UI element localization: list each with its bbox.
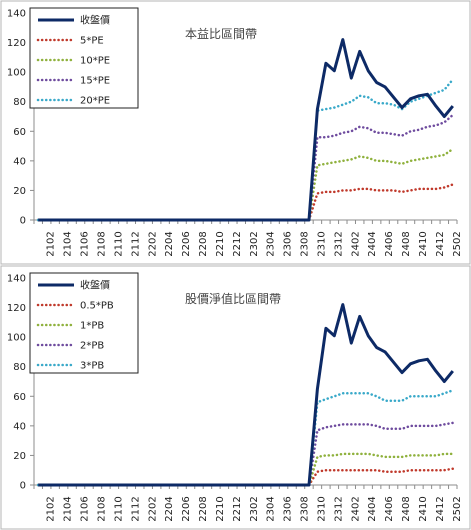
x-tick-label: 2206	[181, 496, 192, 521]
chart-frame	[0, 265, 471, 530]
legend-label: 2*PB	[80, 341, 104, 352]
x-tick-label: 2502	[452, 496, 463, 521]
x-tick-label: 2412	[435, 496, 446, 521]
x-tick-label: 2302	[249, 496, 260, 521]
legend-box	[29, 7, 139, 109]
y-tick-label: 100	[7, 68, 26, 79]
pe-band-chart: 本益比區間帶 0 20 40 60 80 100 120 140 2102 2104 2106 2108…	[0, 0, 471, 265]
x-tick-label: 2304	[266, 496, 277, 521]
y-tick-label: 80	[13, 362, 26, 373]
y-tick-label: 120	[7, 303, 26, 314]
x-tick-label: 2404	[367, 231, 378, 256]
series-line-2	[36, 147, 455, 222]
x-tick-label: 2410	[418, 231, 429, 256]
legend-label: 收盤價	[80, 279, 110, 292]
x-tick-label: 2112	[130, 231, 141, 256]
x-tick-label: 2310	[316, 231, 327, 256]
legend-label: 20*PE	[80, 96, 110, 107]
x-tick-label: 2108	[96, 231, 107, 256]
y-tick-label: 100	[7, 333, 26, 344]
x-tick-label: 2402	[350, 496, 361, 521]
x-tick-label: 2302	[249, 231, 260, 256]
x-tick-label: 2308	[300, 496, 311, 521]
x-tick-label: 2210	[215, 496, 226, 521]
x-tick-label: 2404	[367, 496, 378, 521]
chart-title: 本益比區間帶	[185, 27, 257, 41]
x-tick-label: 2406	[384, 231, 395, 256]
y-tick-label: 140	[7, 9, 26, 20]
legend-label: 5*PE	[80, 36, 104, 47]
x-tick-label: 2104	[63, 231, 74, 256]
legend-label: 0.5*PB	[80, 301, 114, 312]
series-line-1	[36, 467, 455, 487]
y-tick-label: 40	[13, 156, 26, 167]
y-tick-label: 20	[13, 451, 26, 462]
legend-label: 收盤價	[80, 14, 110, 27]
series-line-3	[36, 113, 455, 222]
y-tick-label: 60	[13, 392, 26, 403]
series-line-0	[38, 303, 454, 487]
x-tick-label: 2212	[232, 496, 243, 521]
x-tick-label: 2306	[283, 496, 294, 521]
x-tick-label: 2204	[164, 231, 175, 256]
y-tick-label: 0	[20, 481, 26, 492]
series-line-1	[36, 183, 455, 222]
legend-label: 15*PE	[80, 76, 110, 87]
legend-label: 3*PB	[80, 361, 104, 372]
x-tick-label: 2206	[181, 231, 192, 256]
x-tick-label: 2202	[147, 496, 158, 521]
pb-band-chart: 股價淨值比區間帶 0 20 40 60 80 100 120 140 2102 2104 2106 21…	[0, 265, 471, 530]
x-tick-label: 2110	[113, 231, 124, 256]
y-tick-label: 20	[13, 186, 26, 197]
series-line-0	[38, 38, 454, 222]
x-tick-label: 2108	[96, 496, 107, 521]
legend-label: 10*PE	[80, 56, 110, 67]
x-tick-label: 2308	[300, 231, 311, 256]
y-tick-label: 140	[7, 274, 26, 285]
pe-band-chart-svg: 本益比區間帶 0 20 40 60 80 100 120 140 2102 2104 2106 2108…	[0, 0, 471, 265]
x-tick-label: 2502	[452, 231, 463, 256]
legend-box	[29, 272, 139, 374]
y-tick-label: 60	[13, 127, 26, 138]
x-tick-label: 2412	[435, 231, 446, 256]
x-tick-label: 2406	[384, 496, 395, 521]
pb-band-chart-svg: 股價淨值比區間帶 0 20 40 60 80 100 120 140 2102 2104 2106 21…	[0, 265, 471, 530]
x-tick-label: 2408	[401, 496, 412, 521]
chart-title: 股價淨值比區間帶	[185, 291, 281, 306]
x-tick-label: 2402	[350, 231, 361, 256]
x-tick-label: 2102	[46, 496, 57, 521]
x-tick-label: 2304	[266, 231, 277, 256]
x-tick-label: 2208	[198, 496, 209, 521]
x-tick-label: 2210	[215, 231, 226, 256]
x-tick-label: 2104	[63, 496, 74, 521]
chart-frame	[0, 0, 471, 265]
x-tick-label: 2408	[401, 231, 412, 256]
y-tick-label: 40	[13, 421, 26, 432]
x-tick-label: 2112	[130, 496, 141, 521]
x-tick-label: 2208	[198, 231, 209, 256]
series-line-2	[36, 452, 455, 487]
y-tick-label: 0	[20, 216, 26, 227]
x-tick-label: 2310	[316, 496, 327, 521]
x-tick-label: 2306	[283, 231, 294, 256]
x-tick-label: 2106	[80, 496, 91, 521]
x-tick-label: 2110	[113, 496, 124, 521]
x-tick-label: 2204	[164, 496, 175, 521]
x-tick-label: 2312	[333, 496, 344, 521]
x-tick-label: 2212	[232, 231, 243, 256]
x-tick-label: 2102	[46, 231, 57, 256]
y-tick-label: 120	[7, 38, 26, 49]
legend-label: 1*PB	[80, 321, 104, 332]
series-line-3	[36, 421, 455, 487]
x-tick-label: 2312	[333, 231, 344, 256]
x-tick-label: 2202	[147, 231, 158, 256]
x-tick-label: 2410	[418, 496, 429, 521]
y-tick-label: 80	[13, 97, 26, 108]
x-tick-label: 2106	[80, 231, 91, 256]
